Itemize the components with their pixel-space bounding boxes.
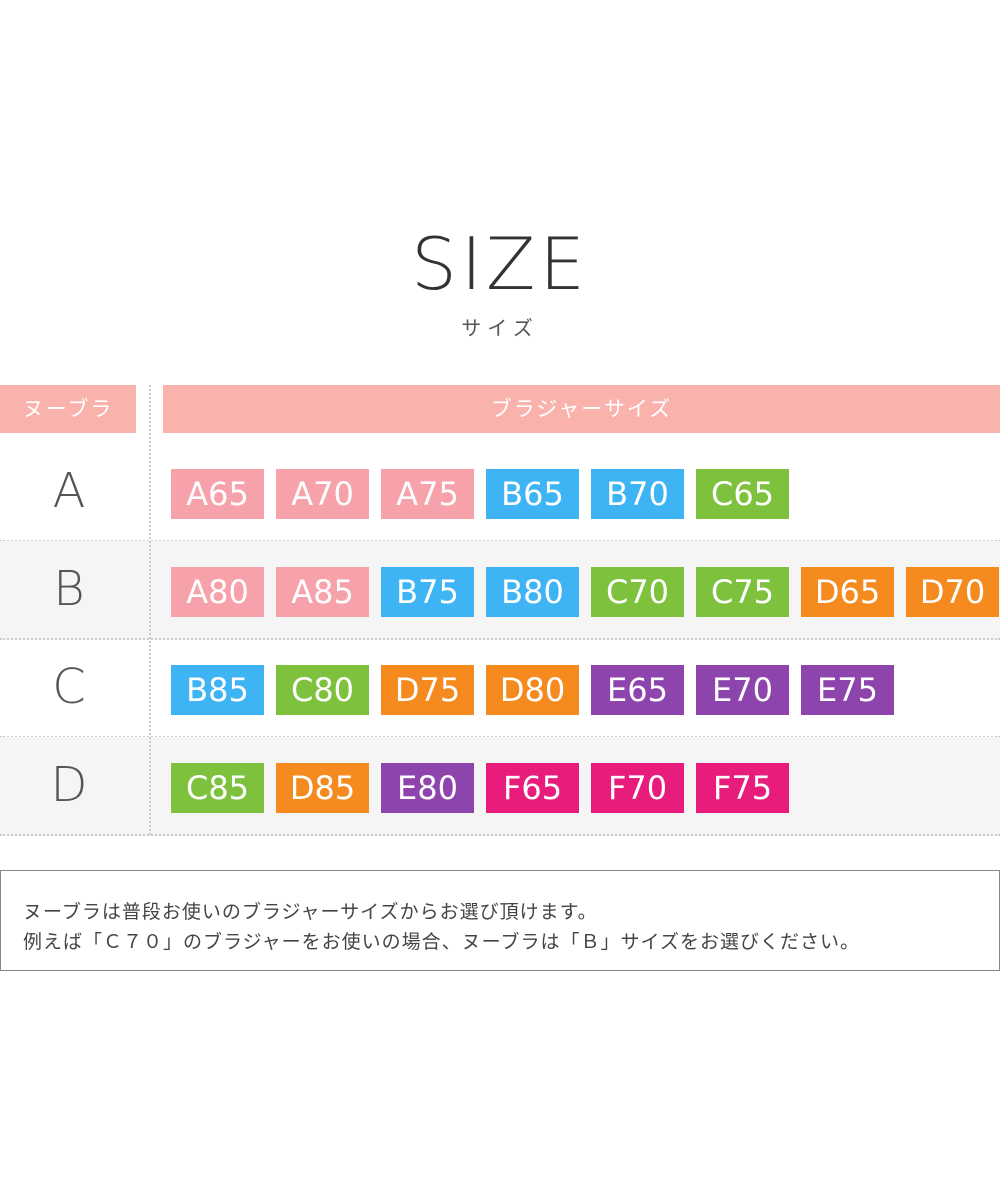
bra-size-chip: E75 xyxy=(801,665,894,715)
table-row: B A80 A85 B75 B80 C70 C75 D65 D70 xyxy=(0,541,1000,640)
bra-size-chip: C75 xyxy=(696,567,789,617)
bra-size-chip: B85 xyxy=(171,665,264,715)
page-title: SIZE xyxy=(411,222,589,306)
bra-size-chip: D65 xyxy=(801,567,894,617)
bra-size-chip: E65 xyxy=(591,665,684,715)
bra-size-chip: C70 xyxy=(591,567,684,617)
table-row: C B85 C80 D75 D80 E65 E70 E75 xyxy=(0,639,1000,738)
bra-size-chip: F75 xyxy=(696,763,789,813)
note-line-2: 例えば「Ｃ７０」のブラジャーをお使いの場合、ヌーブラは「Ｂ」サイズをお選びくださ… xyxy=(23,931,860,953)
bra-size-chip: E80 xyxy=(381,763,474,813)
bra-size-chip: B80 xyxy=(486,567,579,617)
header-nubra: ヌーブラ xyxy=(0,385,136,433)
bra-size-chip: F65 xyxy=(486,763,579,813)
bra-size-chip: C85 xyxy=(171,763,264,813)
bra-size-chip: A85 xyxy=(276,567,369,617)
bra-size-chip: E70 xyxy=(696,665,789,715)
bra-size-chip: A70 xyxy=(276,469,369,519)
bra-size-chip: D70 xyxy=(906,567,999,617)
bra-size-chip: A80 xyxy=(171,567,264,617)
note-box: ヌーブラは普段お使いのブラジャーサイズからお選び頂けます。 例えば「Ｃ７０」のブ… xyxy=(0,870,1000,971)
bra-size-chip: C65 xyxy=(696,469,789,519)
bra-size-chip: B75 xyxy=(381,567,474,617)
nubra-size-label: A xyxy=(52,463,86,519)
nubra-size-label: D xyxy=(50,757,88,813)
page-subtitle: サイズ xyxy=(461,316,539,340)
table-row: A A65 A70 A75 B65 B70 C65 xyxy=(0,443,1000,542)
bra-size-chip: D85 xyxy=(276,763,369,813)
bra-size-chip: A75 xyxy=(381,469,474,519)
bra-size-chip: D80 xyxy=(486,665,579,715)
table-row: D C85 D85 E80 F65 F70 F75 xyxy=(0,737,1000,836)
bra-size-chip: B65 xyxy=(486,469,579,519)
bra-size-chip: B70 xyxy=(591,469,684,519)
bra-size-chip: A65 xyxy=(171,469,264,519)
nubra-size-label: C xyxy=(52,659,86,715)
column-divider xyxy=(149,385,151,835)
bra-size-chip: D75 xyxy=(381,665,474,715)
nubra-size-label: B xyxy=(53,561,85,617)
bra-size-chip: C80 xyxy=(276,665,369,715)
bra-size-chip: F70 xyxy=(591,763,684,813)
note-line-1: ヌーブラは普段お使いのブラジャーサイズからお選び頂けます。 xyxy=(23,901,598,923)
header-bra-size: ブラジャーサイズ xyxy=(163,385,1000,433)
